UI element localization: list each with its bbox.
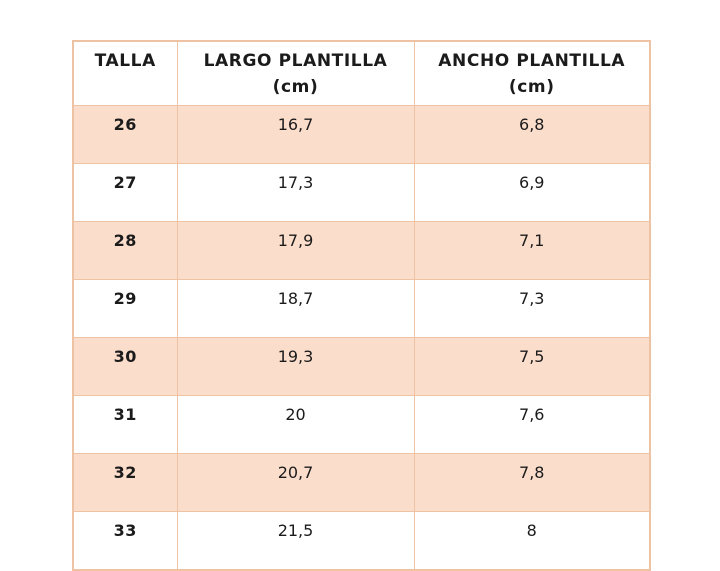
table-row: 31 20 7,6 xyxy=(72,395,651,454)
cell-largo: 20,7 xyxy=(176,453,415,512)
table-row: 27 17,3 6,9 xyxy=(72,163,651,222)
cell-ancho: 6,9 xyxy=(413,163,651,222)
cell-ancho: 7,5 xyxy=(413,337,651,396)
cell-largo: 19,3 xyxy=(176,337,415,396)
header-largo-label: LARGO PLANTILLA xyxy=(203,51,388,71)
table-row: 33 21,5 8 xyxy=(72,511,651,571)
table-row: 30 19,3 7,5 xyxy=(72,337,651,396)
table-row: 32 20,7 7,8 xyxy=(72,453,651,512)
header-ancho-label: ANCHO PLANTILLA xyxy=(438,51,626,71)
header-talla: TALLA xyxy=(72,40,178,106)
cell-talla: 30 xyxy=(72,337,178,396)
cell-talla: 27 xyxy=(72,163,178,222)
cell-largo: 20 xyxy=(176,395,415,454)
cell-ancho: 8 xyxy=(413,511,651,571)
cell-talla: 26 xyxy=(72,105,178,164)
cell-ancho: 6,8 xyxy=(413,105,651,164)
cell-ancho: 7,1 xyxy=(413,221,651,280)
table-row: 26 16,7 6,8 xyxy=(72,105,651,164)
table-row: 28 17,9 7,1 xyxy=(72,221,651,280)
header-largo: LARGO PLANTILLA (cm) xyxy=(176,40,415,106)
header-talla-label: TALLA xyxy=(94,51,156,71)
table-body: 26 16,7 6,8 27 17,3 6,9 28 17,9 7,1 29 18,7 7,3 30 19… xyxy=(72,105,651,571)
table-row: 29 18,7 7,3 xyxy=(72,279,651,338)
header-ancho: ANCHO PLANTILLA (cm) xyxy=(413,40,651,106)
cell-largo: 16,7 xyxy=(176,105,415,164)
cell-ancho: 7,8 xyxy=(413,453,651,512)
cell-talla: 32 xyxy=(72,453,178,512)
header-ancho-unit: (cm) xyxy=(508,77,555,98)
size-chart-container: TALLA LARGO PLANTILLA (cm) ANCHO PLANTIL… xyxy=(72,40,651,571)
cell-largo: 18,7 xyxy=(176,279,415,338)
cell-ancho: 7,3 xyxy=(413,279,651,338)
cell-largo: 17,3 xyxy=(176,163,415,222)
cell-ancho: 7,6 xyxy=(413,395,651,454)
cell-talla: 31 xyxy=(72,395,178,454)
table-header: TALLA LARGO PLANTILLA (cm) ANCHO PLANTIL… xyxy=(72,40,651,106)
cell-largo: 17,9 xyxy=(176,221,415,280)
header-largo-unit: (cm) xyxy=(272,77,319,98)
cell-talla: 33 xyxy=(72,511,178,571)
size-chart-table: TALLA LARGO PLANTILLA (cm) ANCHO PLANTIL… xyxy=(72,40,651,571)
header-row: TALLA LARGO PLANTILLA (cm) ANCHO PLANTIL… xyxy=(72,40,651,106)
cell-talla: 28 xyxy=(72,221,178,280)
cell-talla: 29 xyxy=(72,279,178,338)
cell-largo: 21,5 xyxy=(176,511,415,571)
